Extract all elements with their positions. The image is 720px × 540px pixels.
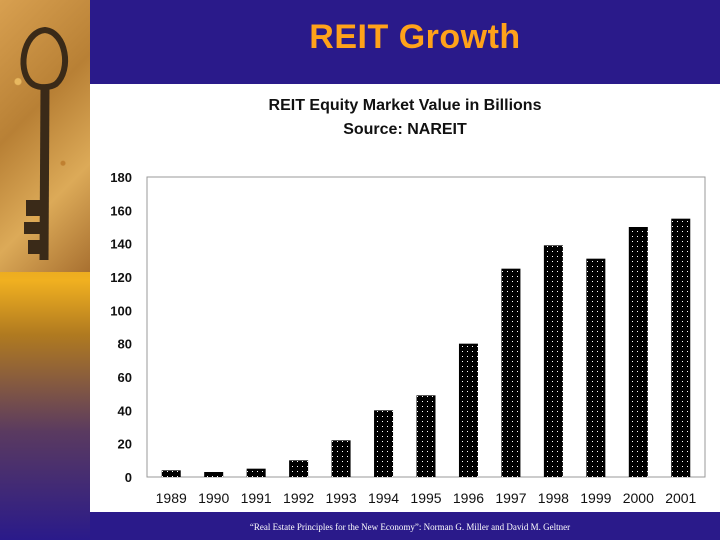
bar-1993: [331, 440, 351, 477]
x-tick-label: 1991: [241, 490, 272, 506]
bar-1991: [246, 468, 266, 477]
x-tick-label: 1995: [410, 490, 441, 506]
bar-1998: [543, 245, 563, 477]
x-tick-label: 1992: [283, 490, 314, 506]
key-icon: [20, 26, 68, 261]
bar-1999: [586, 258, 606, 477]
bar-chart: REIT Equity Market Value in Billions Sou…: [110, 97, 706, 506]
y-tick-label: 140: [110, 237, 132, 252]
bar-1996: [458, 343, 478, 477]
y-tick-label: 40: [118, 403, 132, 418]
x-tick-label: 1997: [495, 490, 526, 506]
bar-1990: [204, 472, 224, 477]
x-tick-label: 1989: [156, 490, 187, 506]
y-tick-label: 80: [118, 337, 132, 352]
bar-1989: [161, 470, 181, 477]
y-tick-label: 180: [110, 170, 132, 185]
bar-1995: [416, 395, 436, 477]
x-tick-label: 1998: [538, 490, 569, 506]
x-tick-label: 1993: [325, 490, 356, 506]
x-tick-label: 2000: [623, 490, 654, 506]
y-tick-label: 120: [110, 270, 132, 285]
source-credit: “Real Estate Principles for the New Econ…: [249, 522, 571, 532]
x-tick-label: 1990: [198, 490, 229, 506]
chart-subtitle: Source: NAREIT: [343, 121, 467, 138]
chart-panel: [90, 84, 720, 512]
y-tick-label: 20: [118, 437, 132, 452]
slide-header: [90, 0, 720, 84]
y-tick-label: 160: [110, 203, 132, 218]
x-tick-label: 2001: [665, 490, 696, 506]
y-tick-label: 0: [125, 470, 132, 485]
key-photo: [0, 0, 90, 272]
chart-title: REIT Equity Market Value in Billions: [269, 97, 542, 114]
bar-1992: [289, 460, 309, 477]
x-tick-label: 1999: [580, 490, 611, 506]
slide-footer: [90, 512, 720, 540]
bar-2001: [671, 218, 691, 477]
bar-2000: [628, 227, 648, 477]
y-tick-label: 100: [110, 303, 132, 318]
x-tick-label: 1994: [368, 490, 399, 506]
bar-1997: [501, 268, 521, 477]
bar-1994: [374, 410, 394, 477]
slide-title: REIT Growth: [309, 18, 521, 56]
y-tick-label: 60: [118, 370, 132, 385]
x-tick-label: 1996: [453, 490, 484, 506]
